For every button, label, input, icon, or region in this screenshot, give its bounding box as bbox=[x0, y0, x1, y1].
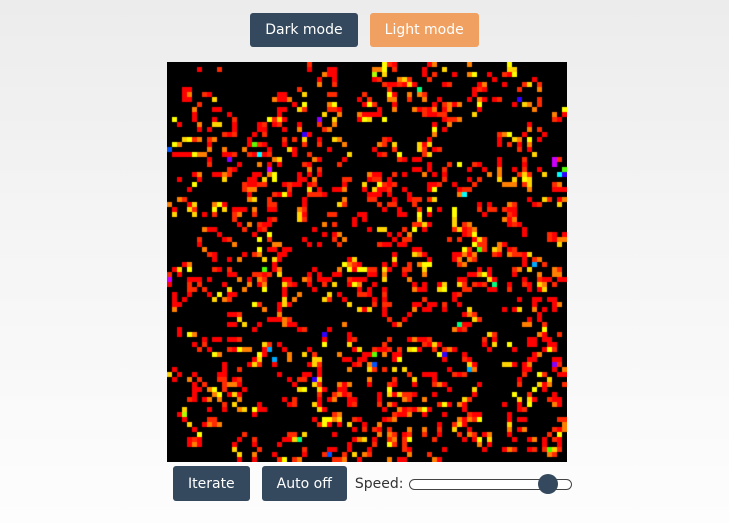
auto-toggle-button[interactable]: Auto off bbox=[261, 466, 347, 501]
life-board-canvas[interactable] bbox=[167, 62, 567, 462]
light-mode-button[interactable]: Light mode bbox=[369, 13, 479, 47]
speed-slider[interactable] bbox=[409, 473, 573, 494]
simulation-controls: Iterate Auto off Speed: bbox=[173, 466, 573, 501]
speed-label: Speed: bbox=[354, 475, 404, 492]
mode-toolbar: Dark mode Light mode bbox=[0, 13, 729, 47]
iterate-button[interactable]: Iterate bbox=[173, 466, 250, 501]
speed-slider-track[interactable] bbox=[409, 478, 573, 490]
dark-mode-button[interactable]: Dark mode bbox=[250, 13, 358, 47]
speed-slider-thumb[interactable] bbox=[537, 473, 558, 494]
